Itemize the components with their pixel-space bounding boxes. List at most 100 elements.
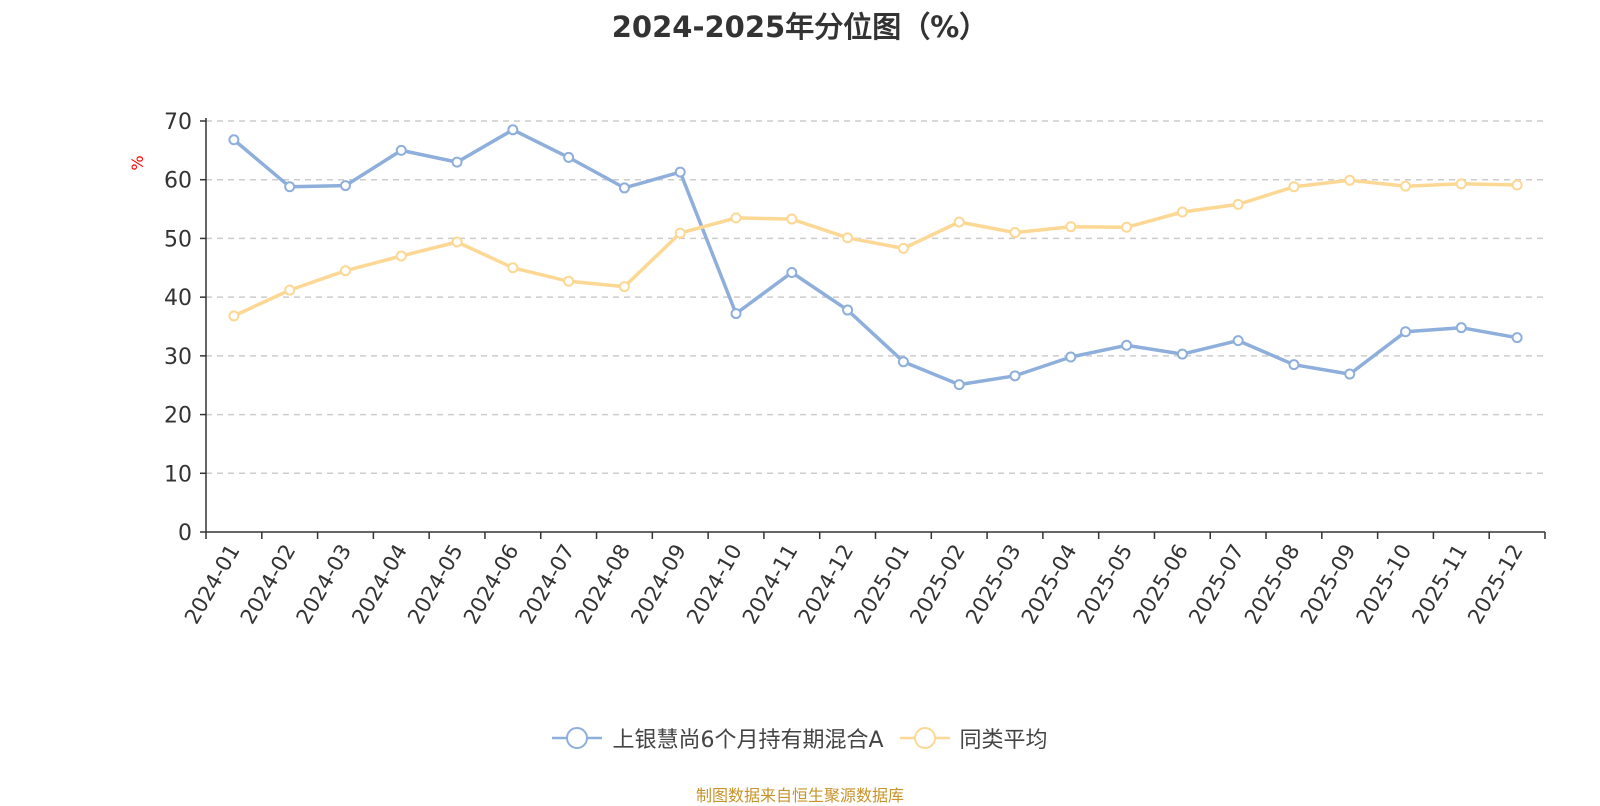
data-point [339,180,351,192]
data-point [730,212,742,224]
data-point [395,250,407,262]
data-point [1176,348,1188,360]
data-point [1344,174,1356,186]
x-tick-label: 2025-04 [1017,540,1082,628]
y-tick-label: 70 [164,110,192,135]
y-tick-label: 0 [178,521,192,546]
data-point [786,213,798,225]
data-point [228,134,240,146]
x-tick-label: 2024-04 [347,540,412,628]
data-point [1455,322,1467,334]
data-point [1009,227,1021,239]
y-tick-label: 50 [164,227,192,252]
data-point [1121,339,1133,351]
data-point [563,151,575,163]
x-tick-label: 2024-03 [292,540,357,628]
data-point [1065,351,1077,363]
legend-label: 同类平均 [959,728,1048,753]
data-point [730,308,742,320]
data-point [953,216,965,228]
x-tick-label: 2025-10 [1352,540,1417,628]
x-tick-label: 2024-10 [682,540,747,628]
data-point [674,166,686,178]
legend-item[interactable]: 同类平均 [899,722,1048,754]
data-point [953,379,965,391]
x-tick-label: 2024-02 [236,540,301,628]
chart-title: 2024-2025年分位图（%） [611,10,989,44]
x-tick-label: 2025-03 [961,540,1026,628]
data-point [618,182,630,194]
x-tick-label: 2025-07 [1184,540,1249,628]
data-point [1344,368,1356,380]
x-tick-label: 2024-08 [570,540,635,628]
data-point [1232,198,1244,210]
data-point [1121,221,1133,233]
data-point [674,227,686,239]
data-point [395,144,407,156]
data-point [786,266,798,278]
data-point [284,284,296,296]
y-tick-label: 40 [164,286,192,311]
data-point [1511,179,1523,191]
y-tick-label: 20 [164,404,192,429]
x-tick-label: 2025-06 [1128,540,1193,628]
legend-item[interactable]: 上银慧尚6个月持有期混合A [552,722,884,754]
data-point [339,265,351,277]
x-tick-label: 2024-05 [403,540,468,628]
x-tick-label: 2024-12 [794,540,859,628]
data-point [1511,332,1523,344]
x-tick-label: 2025-11 [1407,540,1472,628]
data-point [507,124,519,136]
x-tick-label: 2025-05 [1073,540,1138,628]
data-point [897,356,909,368]
data-point [897,242,909,254]
source-note: 制图数据来自恒生聚源数据库 [695,786,904,805]
series-lines [228,124,1523,391]
legend-swatch [552,727,603,749]
x-tick-label: 2024-01 [180,540,245,628]
x-tick-label: 2024-06 [459,540,524,628]
data-point [228,310,240,322]
data-point [1176,206,1188,218]
data-point [451,236,463,248]
series-line [232,128,1518,387]
data-point [618,281,630,293]
y-tick-label: 30 [164,345,192,370]
series-line [233,178,1518,318]
data-point [1288,181,1300,193]
data-point [284,181,296,193]
data-point [1232,335,1244,347]
x-tick-label: 2025-01 [849,540,914,628]
x-tick-label: 2025-08 [1240,540,1305,628]
x-tick-label: 2024-09 [626,540,691,628]
legend-label: 上银慧尚6个月持有期混合A [612,728,884,753]
data-point [842,232,854,244]
y-axis-unit-label: % [128,155,147,170]
legend-marker [913,727,936,749]
legend: 上银慧尚6个月持有期混合A 同类平均 [0,722,1600,754]
data-point [451,156,463,168]
series-1 [228,124,1523,391]
x-tick-label: 2024-11 [738,540,803,628]
data-point [1009,370,1021,382]
data-point [563,275,575,287]
data-point [1065,221,1077,233]
data-point [1288,359,1300,371]
x-tick-label: 2025-12 [1463,540,1528,628]
legend-swatch [899,727,950,749]
data-point [1400,180,1412,192]
y-tick-label: 10 [164,462,192,487]
y-tick-label: 60 [164,169,192,194]
data-point [507,262,519,274]
legend-marker [566,727,589,749]
series-2 [228,174,1523,322]
data-point [1400,326,1412,338]
axes: 0102030405060702024-012024-022024-032024… [164,110,1546,628]
data-point [842,304,854,316]
gridlines [206,120,1545,475]
x-tick-label: 2025-09 [1296,540,1361,628]
x-tick-label: 2024-07 [515,540,580,628]
data-point [1455,178,1467,190]
x-tick-label: 2025-02 [905,540,970,628]
